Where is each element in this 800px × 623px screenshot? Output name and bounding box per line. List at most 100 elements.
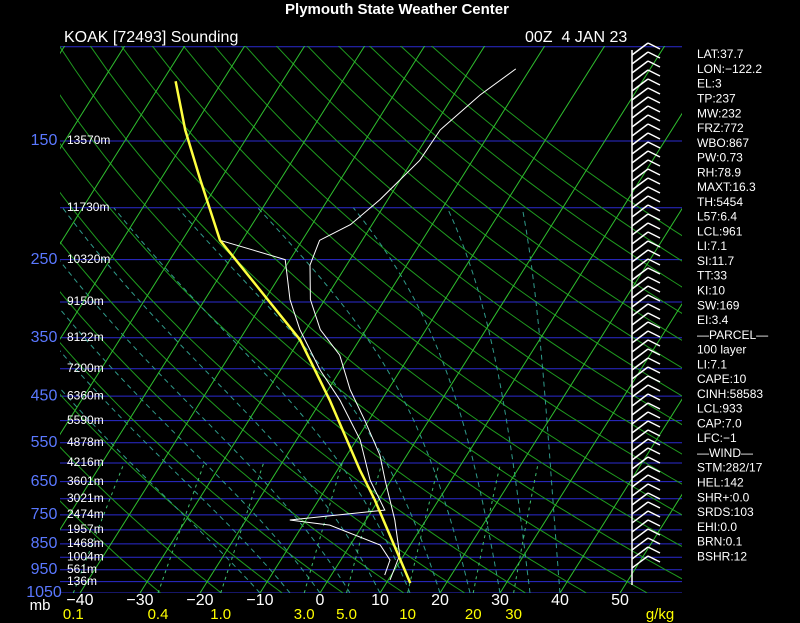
height-label: 4216m xyxy=(67,455,104,469)
moist-adiabat xyxy=(177,207,441,593)
isotherm xyxy=(60,46,246,340)
wind-barb xyxy=(631,222,649,236)
stat: LON:−122.2 xyxy=(697,62,762,76)
wind-barb xyxy=(647,195,661,203)
mixing-ratio-label: 5.0 xyxy=(336,606,357,623)
stat: TP:237 xyxy=(697,91,736,105)
pressure-label: 750 xyxy=(31,506,58,523)
dry-adiabat xyxy=(60,500,161,593)
stat: —PARCEL— xyxy=(697,328,768,342)
wind-barb xyxy=(647,510,661,518)
wind-barb xyxy=(631,186,649,200)
wind-barb xyxy=(631,69,649,83)
wind-barb xyxy=(631,285,649,299)
wind-barb xyxy=(631,519,649,533)
wind-barb xyxy=(631,465,649,479)
wind-barb xyxy=(647,402,661,410)
mixing-ratio-label: 10 xyxy=(399,606,416,623)
isotherm xyxy=(499,303,682,593)
wind-barb xyxy=(647,357,661,365)
wind-barb xyxy=(647,456,661,464)
pressure-unit: mb xyxy=(30,597,51,614)
wind-barb xyxy=(631,321,649,335)
wind-barb xyxy=(631,510,649,524)
dry-adiabat xyxy=(368,46,682,288)
wind-barb xyxy=(647,231,661,239)
temperature-label: 50 xyxy=(611,592,629,609)
dry-adiabat xyxy=(337,46,682,314)
wind-barb xyxy=(631,231,649,245)
wind-barb xyxy=(647,114,661,122)
wind-barb xyxy=(647,411,661,419)
pressure-label: 950 xyxy=(31,561,58,578)
wind-barb xyxy=(631,96,649,110)
isotherm xyxy=(60,46,306,436)
isotherm xyxy=(439,207,682,593)
wind-barb xyxy=(631,330,649,344)
wind-barb xyxy=(647,294,661,302)
dry-adiabat xyxy=(120,46,682,516)
isotherm xyxy=(60,46,126,150)
wind-barb xyxy=(647,537,661,545)
stat: CINH:58583 xyxy=(697,387,763,401)
temperature-label: 0 xyxy=(316,592,325,609)
stat: TH:5454 xyxy=(697,195,743,209)
moist-adiabat xyxy=(60,260,351,593)
stat: WBO:867 xyxy=(697,136,749,150)
wind-barb xyxy=(631,159,649,173)
wind-barb xyxy=(647,240,661,248)
dry-adiabat xyxy=(60,291,405,593)
wind-barb xyxy=(647,330,661,338)
mixing-ratio-label: 0.4 xyxy=(148,606,169,623)
wind-barb xyxy=(647,375,661,383)
stat: BRN:0.1 xyxy=(697,535,743,549)
pressure-label: 650 xyxy=(31,473,58,490)
wind-barb xyxy=(647,555,661,563)
isotherm xyxy=(559,398,682,593)
wind-barb xyxy=(647,96,661,104)
mixing-ratio-unit: g/kg xyxy=(646,606,674,623)
dry-adiabat xyxy=(275,46,682,369)
mixing-ratio-line xyxy=(407,462,440,593)
wind-barb xyxy=(631,276,649,290)
stat: STM:282/17 xyxy=(697,461,763,475)
wind-barb xyxy=(631,114,649,128)
isotherm xyxy=(60,46,186,245)
wind-barb xyxy=(631,294,649,308)
wind-barb xyxy=(647,69,661,77)
moist-adiabat xyxy=(521,207,561,593)
wind-barb xyxy=(631,411,649,425)
temperature-label: −40 xyxy=(66,592,93,609)
dry-adiabat xyxy=(244,46,682,397)
pressure-label: 1050 xyxy=(26,584,62,601)
wind-barb xyxy=(631,168,649,182)
title: Plymouth State Weather Center xyxy=(285,1,509,18)
wind-barb xyxy=(631,447,649,461)
dry-adiabat xyxy=(213,46,682,426)
wind-barb xyxy=(631,123,649,137)
dry-adiabat xyxy=(399,46,682,262)
height-label: 3601m xyxy=(67,474,104,488)
stat: KI:10 xyxy=(697,283,725,297)
height-label: 9150m xyxy=(67,294,104,308)
moist-adiabat xyxy=(62,207,381,593)
wind-barb xyxy=(647,429,661,437)
wind-barb xyxy=(647,105,661,113)
wind-barb xyxy=(647,420,661,428)
stat: LCL:933 xyxy=(697,402,743,416)
isotherm xyxy=(619,493,682,593)
wind-barb xyxy=(647,492,661,500)
parcel-trace xyxy=(174,80,412,584)
wind-barb xyxy=(631,87,649,101)
wind-barb xyxy=(631,213,649,227)
temperature-label: 20 xyxy=(431,592,449,609)
wind-barb xyxy=(631,240,649,254)
height-label: 11730m xyxy=(67,200,109,214)
wind-barb xyxy=(631,267,649,281)
height-label: 1468m xyxy=(67,536,104,550)
stat: HEL:142 xyxy=(697,476,744,490)
stat: CAPE:10 xyxy=(697,372,747,386)
dry-adiabat xyxy=(60,393,283,593)
wind-barb xyxy=(647,42,661,50)
wind-barb xyxy=(647,177,661,185)
